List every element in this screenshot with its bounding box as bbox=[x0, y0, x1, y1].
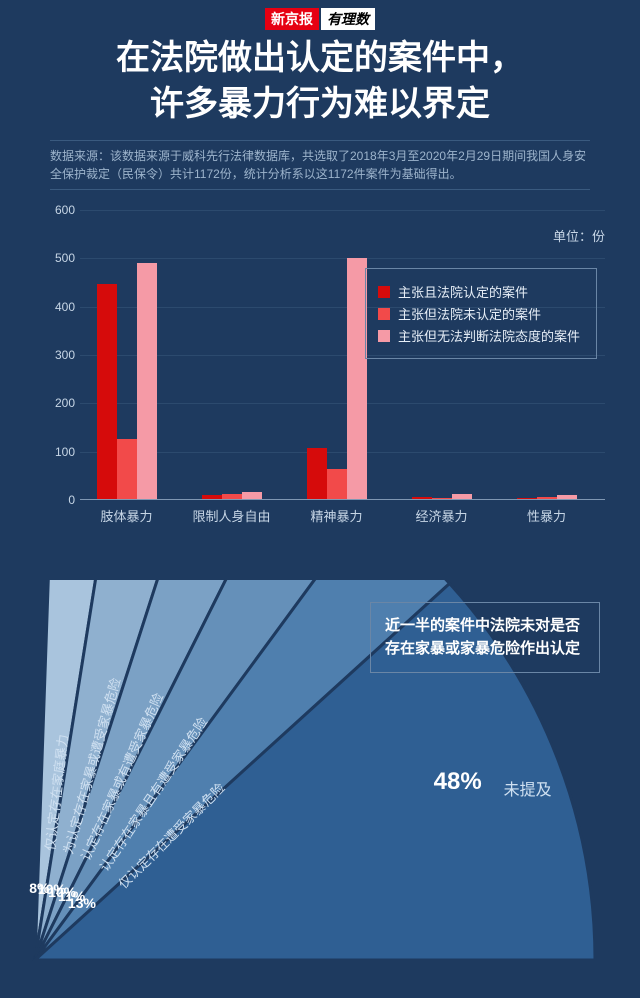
fan-pct: 13% bbox=[68, 895, 96, 911]
xtick-label: 精神暴力 bbox=[310, 506, 362, 525]
bar bbox=[202, 495, 222, 499]
xtick-label: 肢体暴力 bbox=[100, 506, 152, 525]
legend-label: 主张但法院未认定的案件 bbox=[398, 304, 541, 323]
bar bbox=[537, 497, 557, 499]
xtick-label: 性暴力 bbox=[527, 506, 566, 525]
title-line-2: 许多暴力行为难以界定 bbox=[0, 82, 640, 128]
bar bbox=[452, 494, 472, 499]
ytick: 200 bbox=[45, 396, 75, 410]
legend-label: 主张且法院认定的案件 bbox=[398, 282, 528, 301]
bar bbox=[97, 284, 117, 499]
legend-item: 主张但法院未认定的案件 bbox=[378, 304, 580, 323]
main-title: 在法院做出认定的案件中， 许多暴力行为难以界定 bbox=[0, 36, 640, 128]
bar bbox=[412, 497, 432, 499]
bar bbox=[432, 498, 452, 499]
bar bbox=[307, 448, 327, 499]
bar bbox=[347, 258, 367, 499]
bar bbox=[222, 494, 242, 499]
legend-label: 主张但无法判断法院态度的案件 bbox=[398, 326, 580, 345]
ytick: 100 bbox=[45, 445, 75, 459]
bar bbox=[137, 263, 157, 499]
fan-label: 未提及 bbox=[504, 776, 552, 800]
ytick: 0 bbox=[45, 493, 75, 507]
ytick: 300 bbox=[45, 348, 75, 362]
bar bbox=[327, 469, 347, 499]
bar bbox=[117, 439, 137, 499]
legend-item: 主张且法院认定的案件 bbox=[378, 282, 580, 301]
legend-swatch bbox=[378, 330, 390, 342]
fan-chart: 近一半的案件中法院未对是否存在家暴或家暴危险作出认定 8%仅认定存在家庭暴力10… bbox=[0, 580, 640, 980]
bar bbox=[517, 498, 537, 499]
bar-chart: 单位：份 0100200300400500600 主张且法院认定的案件主张但法院… bbox=[45, 210, 605, 540]
ytick: 500 bbox=[45, 251, 75, 265]
fan-callout: 近一半的案件中法院未对是否存在家暴或家暴危险作出认定 bbox=[370, 602, 600, 673]
ytick: 400 bbox=[45, 300, 75, 314]
logo-left: 新京报 bbox=[265, 8, 319, 30]
logo-right: 有理数 bbox=[321, 8, 375, 30]
infographic-root: 新京报 有理数 在法院做出认定的案件中， 许多暴力行为难以界定 数据来源：该数据… bbox=[0, 0, 640, 998]
legend-swatch bbox=[378, 308, 390, 320]
xtick-label: 经济暴力 bbox=[415, 506, 467, 525]
data-source-note: 数据来源：该数据来源于威科先行法律数据库，共选取了2018年3月至2020年2月… bbox=[50, 140, 590, 190]
fan-pct: 48% bbox=[434, 768, 482, 796]
legend-item: 主张但无法判断法院态度的案件 bbox=[378, 326, 580, 345]
ytick: 600 bbox=[45, 203, 75, 217]
bar bbox=[242, 492, 262, 499]
bar bbox=[557, 495, 577, 499]
source-logo: 新京报 有理数 bbox=[265, 8, 375, 30]
xtick-label: 限制人身自由 bbox=[192, 506, 270, 525]
legend: 主张且法院认定的案件主张但法院未认定的案件主张但无法判断法院态度的案件 bbox=[365, 268, 597, 359]
title-line-1: 在法院做出认定的案件中， bbox=[0, 36, 640, 82]
legend-swatch bbox=[378, 286, 390, 298]
